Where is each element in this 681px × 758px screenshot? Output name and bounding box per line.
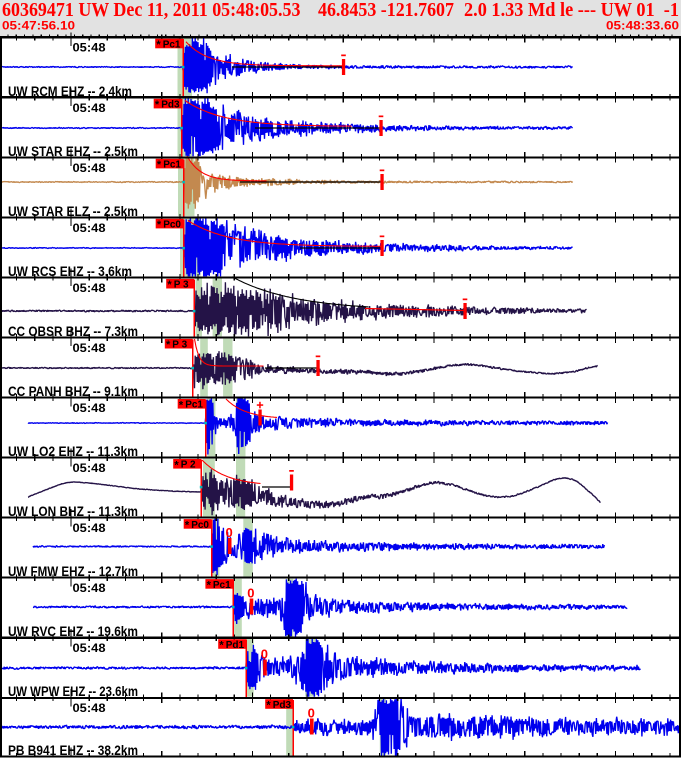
svg-text:*: * [167, 279, 172, 291]
svg-text:60369471 UW Dec 11, 2011 05:48: 60369471 UW Dec 11, 2011 05:48:05.53 [2, 0, 301, 21]
svg-text:05:48: 05:48 [73, 581, 106, 595]
svg-text:0: 0 [261, 647, 268, 662]
svg-text:05:48: 05:48 [73, 101, 106, 115]
svg-text:UW RCS EHZ -- 3.6km: UW RCS EHZ -- 3.6km [8, 264, 132, 279]
svg-text:PB B941 EHZ -- 38.2km: PB B941 EHZ -- 38.2km [8, 743, 138, 758]
svg-text:2.0 1.33 Md le --- UW 01 -1: 2.0 1.33 Md le --- UW 01 -1 [464, 0, 679, 21]
svg-text:05:48: 05:48 [73, 221, 106, 235]
svg-text:Pc1: Pc1 [185, 400, 203, 411]
svg-text:P 3: P 3 [174, 280, 189, 291]
svg-text:*: * [185, 519, 190, 531]
svg-text:05:47:56.10: 05:47:56.10 [2, 19, 75, 33]
svg-text:*: * [219, 640, 224, 652]
svg-text:05:48: 05:48 [73, 281, 106, 295]
svg-text:*: * [174, 459, 179, 471]
svg-text:UW LON BHZ -- 11.3km: UW LON BHZ -- 11.3km [8, 504, 138, 519]
svg-text:*: * [179, 399, 184, 411]
svg-text:*: * [156, 39, 161, 51]
svg-text:*: * [157, 219, 162, 231]
svg-text:Pc0: Pc0 [163, 220, 181, 231]
svg-text:05:48: 05:48 [73, 401, 106, 415]
svg-text:*: * [266, 700, 271, 712]
svg-text:Pc0: Pc0 [191, 520, 209, 531]
svg-text:CC OBSR BHZ -- 7.3km: CC OBSR BHZ -- 7.3km [8, 324, 138, 339]
svg-text:0: 0 [308, 706, 315, 721]
svg-text:Pc1: Pc1 [163, 160, 181, 171]
svg-text:Pc1: Pc1 [213, 580, 231, 591]
svg-text:05:48: 05:48 [73, 641, 106, 655]
svg-text:05:48: 05:48 [73, 521, 106, 535]
svg-text:Pc1: Pc1 [163, 39, 181, 50]
svg-text:05:48: 05:48 [73, 341, 106, 355]
svg-text:P 3: P 3 [172, 340, 187, 351]
svg-text:05:48: 05:48 [73, 461, 106, 475]
svg-text:Pd1: Pd1 [226, 640, 245, 651]
svg-text:Pd3: Pd3 [161, 100, 180, 111]
svg-text:P 2: P 2 [181, 460, 196, 471]
svg-text:UW RVC EHZ -- 19.6km: UW RVC EHZ -- 19.6km [8, 624, 138, 639]
svg-text:*: * [166, 339, 171, 351]
svg-text:UW STAR EHZ -- 2.5km: UW STAR EHZ -- 2.5km [8, 144, 138, 159]
svg-text:*: * [157, 159, 162, 171]
svg-text:UW WPW EHZ -- 23.6km: UW WPW EHZ -- 23.6km [8, 684, 138, 699]
svg-text:UW FMW EHZ -- 12.7km: UW FMW EHZ -- 12.7km [8, 564, 138, 579]
svg-text:UW LO2 EHZ -- 11.3km: UW LO2 EHZ -- 11.3km [8, 444, 138, 459]
svg-text:05:48: 05:48 [73, 161, 106, 175]
svg-text:Pd3: Pd3 [273, 700, 292, 711]
svg-text:*: * [155, 99, 160, 111]
svg-text:0: 0 [226, 525, 233, 540]
svg-text:05:48: 05:48 [73, 701, 106, 715]
svg-text:05:48:33.60: 05:48:33.60 [606, 19, 679, 33]
svg-text:*: * [207, 579, 212, 591]
svg-text:UW STAR ELZ -- 2.5km: UW STAR ELZ -- 2.5km [8, 204, 138, 219]
svg-text:05:48: 05:48 [73, 41, 106, 55]
svg-text:UW RCM EHZ -- 2.4km: UW RCM EHZ -- 2.4km [8, 84, 132, 99]
svg-text:CC PANH BHZ -- 9.1km: CC PANH BHZ -- 9.1km [8, 384, 138, 399]
svg-text:46.8453 -121.7607: 46.8453 -121.7607 [318, 0, 454, 21]
svg-text:0: 0 [247, 586, 254, 601]
